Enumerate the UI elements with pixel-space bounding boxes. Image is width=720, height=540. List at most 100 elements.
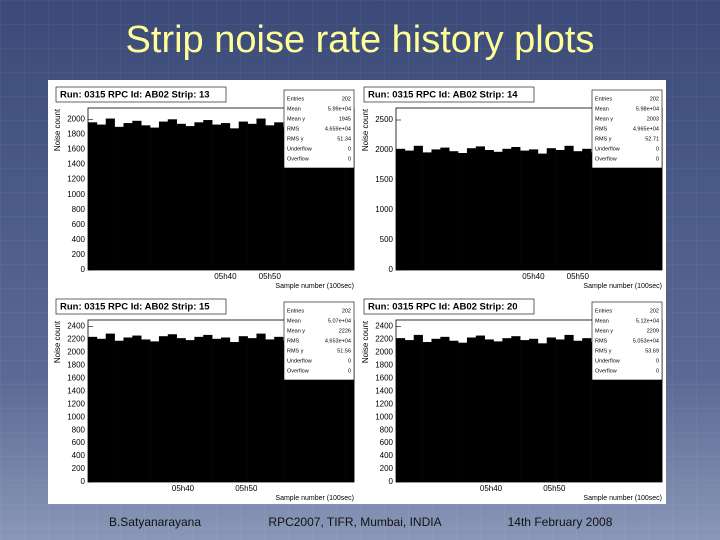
x-tick-label: 05h50: [259, 272, 282, 281]
y-tick-label: 800: [380, 425, 394, 434]
histogram-bar: [493, 341, 503, 482]
stats-value: 0: [656, 156, 659, 162]
stats-label: RMS: [595, 126, 608, 132]
stats-value: 2209: [647, 328, 659, 334]
histogram-bar: [546, 337, 556, 482]
histogram-bar: [599, 336, 610, 482]
histogram-bar: [484, 339, 494, 482]
stats-value: 5.12e+04: [636, 318, 659, 324]
histogram-bar: [114, 340, 124, 482]
histogram-bar: [537, 153, 548, 270]
histogram-bar: [212, 124, 222, 270]
stats-value: 202: [650, 96, 659, 102]
y-tick-label: 1500: [375, 175, 393, 184]
y-tick-label: 2000: [67, 114, 85, 123]
stats-label: Overflow: [287, 368, 309, 374]
histogram-bar: [336, 126, 346, 271]
y-tick-label: 0: [389, 265, 394, 274]
histogram-bar: [591, 342, 601, 482]
y-tick-label: 1000: [375, 205, 393, 214]
y-tick-label: 2000: [67, 348, 85, 357]
histogram-bar: [422, 152, 432, 270]
histogram-bar: [404, 340, 415, 482]
stats-value: 0: [348, 358, 351, 364]
histogram-bar: [653, 338, 663, 482]
histogram-bar: [105, 333, 115, 482]
histogram-bar: [176, 123, 186, 270]
histogram-bar: [221, 123, 231, 271]
stats-label: Entries: [595, 308, 612, 314]
chart-title: Run: 0315 RPC Id: AB02 Strip: 20: [368, 302, 518, 313]
histogram-bar: [158, 336, 169, 482]
histogram-bar: [431, 149, 441, 270]
stats-label: Overflow: [595, 156, 617, 162]
chart-title: Run: 0315 RPC Id: AB02 Strip: 15: [60, 302, 210, 313]
histogram-bar: [635, 339, 645, 482]
histogram-bar: [141, 125, 151, 270]
histogram-bar: [247, 123, 257, 270]
y-tick-label: 2000: [375, 145, 393, 154]
y-axis-label: Noise count: [361, 108, 370, 151]
stats-value: 2003: [647, 116, 659, 122]
y-tick-label: 1200: [67, 175, 85, 184]
y-tick-label: 2200: [375, 335, 393, 344]
histogram-bar: [327, 338, 337, 482]
stats-label: Mean: [595, 106, 609, 112]
histogram-bar: [404, 150, 415, 270]
histogram-bar: [105, 118, 115, 271]
y-tick-label: 0: [81, 265, 86, 274]
histogram-bar: [185, 126, 195, 271]
y-tick-label: 200: [72, 250, 86, 259]
histogram-bar: [238, 336, 248, 482]
histogram-bar: [247, 338, 257, 482]
stats-label: RMS y: [595, 136, 612, 142]
stats-label: RMS y: [287, 348, 304, 354]
histogram-bar: [582, 338, 592, 482]
x-tick-label: 05h50: [543, 484, 566, 493]
stats-label: Overflow: [287, 156, 309, 162]
x-tick-label: 05h50: [235, 484, 258, 493]
stats-value: 4.965e+04: [633, 126, 659, 132]
histogram-bar: [265, 339, 275, 482]
histogram-bar: [185, 340, 195, 482]
stats-value: 0: [656, 368, 659, 374]
stats-label: Entries: [287, 308, 304, 314]
stats-value: 202: [342, 308, 351, 314]
y-axis-label: Noise count: [361, 320, 370, 363]
histogram-bar: [123, 337, 133, 482]
stats-box: [591, 89, 663, 169]
x-tick-label: 05h40: [522, 272, 545, 281]
histogram-bar: [203, 334, 213, 482]
histogram-bar: [221, 337, 231, 482]
histogram-bar: [203, 120, 213, 270]
y-tick-label: 400: [72, 235, 86, 244]
x-tick-label: 05h40: [172, 484, 195, 493]
stats-value: 5.98e+04: [636, 106, 659, 112]
histogram-bar: [502, 148, 512, 270]
y-tick-label: 1400: [67, 160, 85, 169]
y-tick-label: 1400: [67, 386, 85, 395]
y-tick-label: 2400: [67, 322, 85, 331]
histogram-bar: [529, 149, 539, 270]
histogram-bar: [150, 341, 160, 482]
stats-value: 0: [348, 368, 351, 374]
histogram-bar: [291, 335, 302, 482]
histogram-bar: [511, 147, 521, 270]
histogram-bar: [617, 340, 627, 482]
x-axis-label: Sample number (100sec): [583, 495, 662, 502]
stats-value: 0: [348, 146, 351, 152]
slide-title: Strip noise rate history plots: [126, 19, 595, 61]
histogram-bar: [449, 340, 459, 482]
y-tick-label: 1600: [67, 145, 85, 154]
histogram-bar: [336, 340, 346, 482]
stats-label: Underflow: [595, 358, 620, 364]
stats-value: 5.99e+04: [328, 106, 351, 112]
histogram-bar: [599, 147, 610, 270]
histogram-bar: [194, 336, 204, 482]
histogram-bar: [309, 338, 319, 482]
y-tick-label: 600: [72, 438, 86, 447]
histogram-bar: [114, 126, 124, 270]
y-tick-label: 1200: [375, 399, 393, 408]
y-tick-label: 1800: [67, 129, 85, 138]
